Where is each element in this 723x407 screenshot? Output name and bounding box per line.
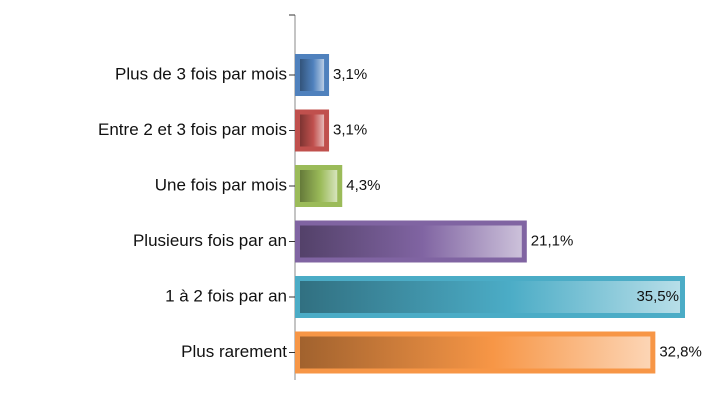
category-label: Plus rarement [181, 342, 287, 361]
category-label: Entre 2 et 3 fois par mois [98, 120, 287, 139]
value-label: 32,8% [659, 343, 702, 360]
bar [295, 331, 656, 374]
category-label: Plus de 3 fois par mois [115, 64, 287, 83]
value-label: 35,5% [636, 288, 679, 305]
bar [295, 220, 527, 263]
bar-fill [300, 170, 338, 202]
value-label: 21,1% [531, 232, 574, 249]
bar-fill [300, 336, 651, 369]
category-label: Plusieurs fois par an [133, 231, 287, 250]
bar-fill [300, 59, 325, 91]
value-label: 4,3% [346, 177, 380, 194]
bar [295, 109, 330, 152]
bar-fill [300, 281, 680, 313]
category-label: Une fois par mois [155, 175, 287, 194]
bar [295, 54, 330, 96]
bar [295, 276, 685, 318]
bar-fill [300, 225, 522, 258]
bar-fill [300, 114, 325, 147]
value-label: 3,1% [333, 66, 367, 83]
value-label: 3,1% [333, 121, 367, 138]
category-label: 1 à 2 fois par an [165, 286, 287, 305]
bar [295, 165, 343, 207]
